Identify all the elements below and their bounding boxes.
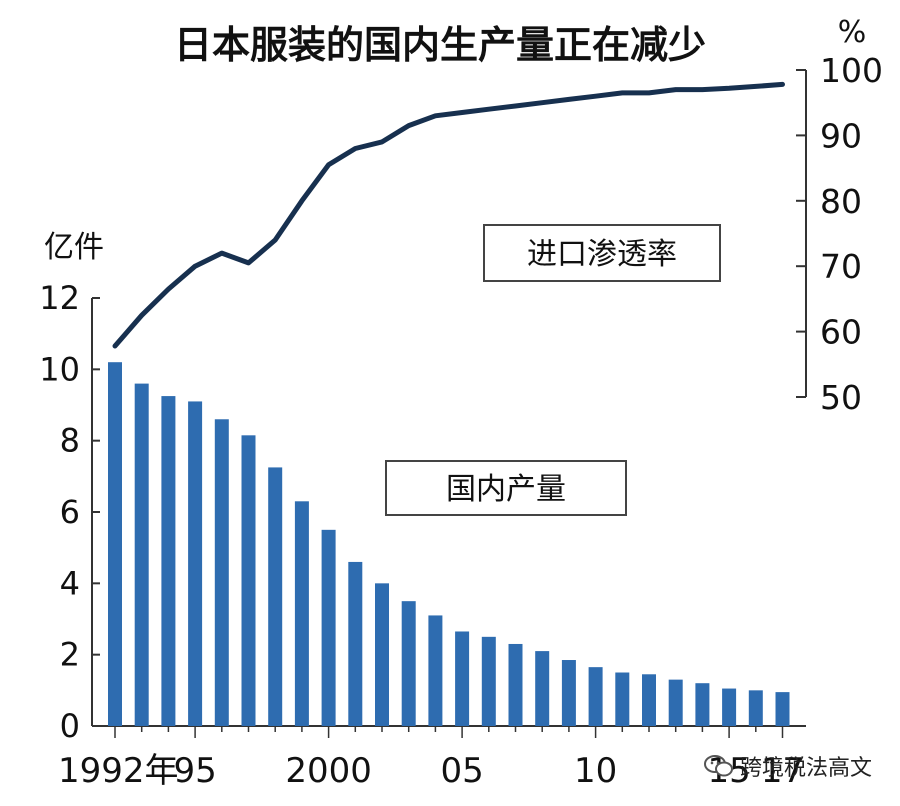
x-tick-label: 05 (440, 751, 483, 791)
domestic-output-label: 国内产量 (446, 472, 566, 507)
left-tick-label: 0 (60, 707, 80, 745)
bar (161, 396, 176, 726)
bar (134, 383, 149, 726)
bar (535, 651, 550, 726)
watermark-text: 跨境税法高文 (739, 756, 872, 781)
x-tick-label: 95 (173, 751, 216, 791)
bar (455, 631, 470, 726)
x-tick-label: 1992年 (58, 751, 179, 791)
bar (508, 643, 523, 726)
bar (268, 467, 283, 726)
import-rate-line (112, 81, 785, 349)
domestic-output-label-box (385, 460, 627, 516)
watermark: 跨境税法高文 (703, 750, 872, 782)
x-tick-label: 17 (761, 751, 804, 791)
wechat-icon (703, 755, 733, 777)
bar (695, 683, 710, 726)
left-axis-unit: 亿件 (44, 230, 104, 265)
x-tick-label: 10 (574, 751, 617, 791)
bar (348, 561, 363, 726)
bar-series (108, 362, 790, 726)
right-axis-ticks: 50 60 70 80 90 100 (796, 51, 883, 417)
bar (214, 419, 229, 726)
x-tick-label: 2000 (285, 751, 372, 791)
left-tick-label: 8 (60, 422, 80, 460)
bar (428, 615, 443, 726)
import-rate-label-box (483, 224, 721, 282)
bar (722, 688, 737, 726)
right-tick-label: 80 (820, 182, 862, 221)
bar (294, 501, 309, 726)
left-tick-label: 10 (39, 350, 80, 388)
line-series (112, 81, 785, 349)
bar (241, 435, 256, 726)
chart-title: 日本服装的国内生产量正在减少 (174, 23, 706, 67)
bar (188, 401, 203, 726)
import-rate-label: 进口渗透率 (527, 237, 677, 272)
bar (615, 672, 630, 726)
bar (481, 636, 496, 726)
x-axis-ticks: 1992年95200005101517 (58, 726, 804, 791)
left-tick-label: 6 (60, 493, 80, 531)
bar (108, 362, 122, 726)
bar (588, 667, 603, 726)
bar (668, 679, 683, 726)
right-tick-label: 100 (820, 51, 883, 90)
left-tick-label: 4 (60, 564, 80, 602)
bar (375, 583, 389, 726)
bar (775, 692, 790, 726)
right-axis-unit: % (838, 15, 867, 50)
bar (642, 674, 656, 726)
right-tick-label: 60 (820, 313, 862, 352)
left-tick-label: 12 (39, 279, 80, 317)
bar (748, 690, 763, 726)
right-tick-label: 50 (820, 378, 862, 417)
left-axis-ticks: 0 2 4 6 8 10 12 (39, 279, 100, 745)
right-tick-label: 70 (820, 247, 862, 286)
right-tick-label: 90 (820, 116, 862, 155)
left-tick-label: 2 (60, 636, 80, 674)
bar (321, 529, 336, 726)
bar (401, 601, 416, 726)
bar (561, 660, 576, 726)
